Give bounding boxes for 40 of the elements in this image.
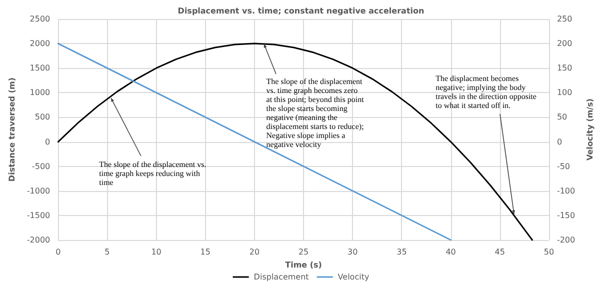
x-axis-title: Time (s) [285, 260, 322, 270]
x-tick-label: 15 [200, 248, 210, 256]
chart-title: Displacement vs. time; constant negative acceleration [178, 6, 424, 16]
y-tick-label: -500 [32, 162, 50, 171]
y2-tick-label: -50 [556, 162, 570, 171]
y2-tick-label: 0 [556, 137, 562, 146]
y-tick-label: 2000 [30, 39, 50, 48]
x-tick-label: 50 [544, 248, 554, 256]
y-tick-label: 1500 [30, 64, 50, 73]
x-tick-label: 35 [396, 248, 407, 256]
legend-label: Displacement [254, 272, 309, 282]
y-tick-label: -1000 [26, 186, 50, 196]
y-tick-label: 0 [45, 137, 50, 146]
annotation: The slope of the displacement vs. time graph becomes zero at this point; beyond this point the slope starts becoming negative (meaning the displacement starts to reduce); Negative slope implies a negative velocity [266, 76, 364, 149]
y2-tick-label: 200 [556, 39, 572, 48]
y2-tick-label: -100 [556, 186, 576, 196]
y-tick-label: -2000 [26, 236, 50, 244]
y2-tick-label: 100 [556, 88, 572, 98]
y2-tick-label: -200 [556, 236, 576, 244]
annotation: The slope of the displacement vs. time graph keeps reducing with time [99, 160, 208, 187]
y2-tick-label: 150 [556, 64, 572, 73]
x-tick-label: 45 [494, 248, 505, 256]
legend-label: Velocity [338, 272, 370, 282]
x-tick-label: 10 [151, 248, 162, 256]
y-tick-label: 2500 [30, 14, 50, 24]
y2-tick-label: -150 [556, 210, 576, 220]
y-tick-label: 500 [34, 112, 50, 122]
y-axis-title: Distance traversed (m) [8, 77, 16, 182]
x-tick-label: 20 [249, 248, 260, 256]
y2-axis-title: Velocity (m/s) [586, 98, 594, 161]
annotation: The displacment becomes negative; implying the body travels in the direction opposite to what it started off in. [436, 74, 538, 110]
x-tick-label: 5 [104, 248, 110, 256]
x-tick-label: 25 [298, 248, 309, 256]
x-tick-label: 0 [56, 248, 61, 256]
y2-tick-label: 50 [556, 112, 568, 122]
x-tick-label: 30 [348, 248, 358, 256]
y-tick-label: -1500 [26, 210, 50, 220]
x-tick-label: 40 [446, 248, 456, 256]
y2-tick-label: 250 [556, 14, 572, 24]
y-tick-label: 1000 [30, 88, 50, 98]
